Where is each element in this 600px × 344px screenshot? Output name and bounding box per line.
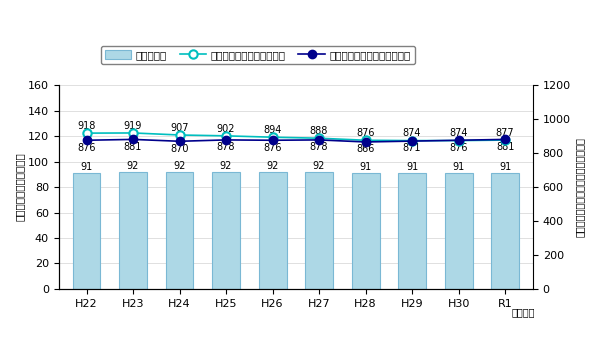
Text: 877: 877 bbox=[496, 128, 514, 138]
Text: 907: 907 bbox=[170, 123, 189, 133]
Bar bbox=[398, 173, 426, 289]
Text: 870: 870 bbox=[170, 143, 189, 153]
Bar bbox=[445, 173, 473, 289]
Text: 92: 92 bbox=[266, 161, 279, 171]
Text: 92: 92 bbox=[127, 161, 139, 171]
Bar bbox=[73, 173, 100, 289]
Bar bbox=[259, 172, 287, 289]
Text: （年度）: （年度） bbox=[512, 307, 535, 317]
Text: 91: 91 bbox=[80, 162, 92, 172]
Text: 874: 874 bbox=[449, 128, 468, 138]
Y-axis label: １人１日当たりの排出量（ｇ／人日）: １人１日当たりの排出量（ｇ／人日） bbox=[575, 137, 585, 237]
Bar bbox=[212, 172, 240, 289]
Text: 91: 91 bbox=[406, 162, 418, 172]
Text: 874: 874 bbox=[403, 128, 421, 138]
Text: 876: 876 bbox=[356, 128, 375, 138]
Bar bbox=[305, 172, 333, 289]
Text: 866: 866 bbox=[356, 144, 375, 154]
Text: 888: 888 bbox=[310, 126, 328, 136]
Text: 871: 871 bbox=[403, 143, 421, 153]
Bar bbox=[352, 173, 380, 289]
Text: 876: 876 bbox=[263, 142, 282, 152]
Legend: ごみ排出量, １人１日排出量（広島県）, １人１日排出量（全国平均）: ごみ排出量, １人１日排出量（広島県）, １人１日排出量（全国平均） bbox=[101, 46, 415, 64]
Text: 91: 91 bbox=[452, 162, 465, 172]
Text: 876: 876 bbox=[449, 142, 468, 152]
Text: 876: 876 bbox=[77, 142, 96, 152]
Text: 894: 894 bbox=[263, 125, 282, 135]
Text: 92: 92 bbox=[313, 161, 325, 171]
Bar bbox=[166, 172, 193, 289]
Text: 91: 91 bbox=[499, 162, 511, 172]
Text: 919: 919 bbox=[124, 121, 142, 131]
Text: 881: 881 bbox=[124, 142, 142, 152]
Text: 91: 91 bbox=[359, 162, 371, 172]
Text: 918: 918 bbox=[77, 121, 96, 131]
Text: 902: 902 bbox=[217, 123, 235, 133]
Bar bbox=[491, 173, 519, 289]
Y-axis label: ごみ排出量（万ｔ／年）: ごみ排出量（万ｔ／年） bbox=[15, 153, 25, 222]
Text: 92: 92 bbox=[220, 161, 232, 171]
Text: 881: 881 bbox=[496, 142, 514, 152]
Text: 878: 878 bbox=[217, 142, 235, 152]
Text: 92: 92 bbox=[173, 161, 186, 171]
Bar bbox=[119, 172, 147, 289]
Text: 878: 878 bbox=[310, 142, 328, 152]
